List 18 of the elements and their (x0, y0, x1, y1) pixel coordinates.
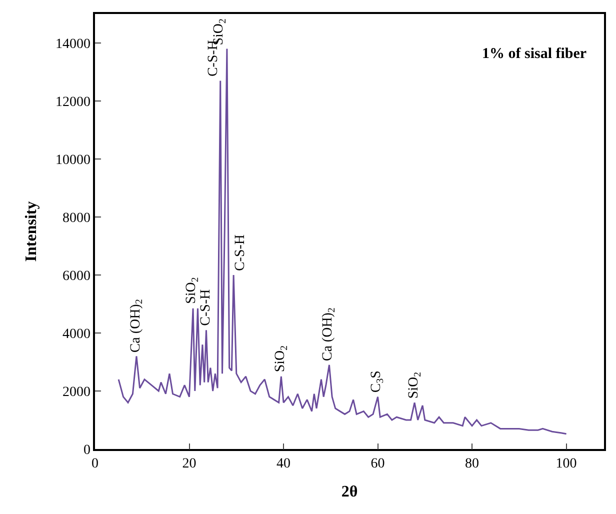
x-tick-label: 80 (465, 456, 480, 472)
annotation: C-S-H (233, 234, 248, 272)
y-tick-label: 2000 (62, 384, 90, 400)
x-tick-label: 40 (276, 456, 291, 472)
y-tick-label: 12000 (55, 94, 90, 110)
y-tick-label: 4000 (62, 326, 90, 342)
y-tick-label: 8000 (62, 210, 90, 226)
annotation: C-S-H (198, 289, 214, 326)
x-tick-label: 20 (182, 456, 196, 472)
x-tick-label: 60 (370, 456, 385, 472)
x-axis-title: 2θ (341, 484, 358, 501)
y-tick-label: 0 (83, 442, 90, 458)
x-tick-label: 100 (556, 456, 577, 472)
y-tick-label: 6000 (62, 268, 90, 284)
y-tick-label: 10000 (55, 152, 90, 168)
y-tick-label: 14000 (55, 36, 90, 52)
y-axis-title: Intensity (22, 201, 40, 262)
annotation: 1% of sisal fiber (482, 46, 587, 62)
